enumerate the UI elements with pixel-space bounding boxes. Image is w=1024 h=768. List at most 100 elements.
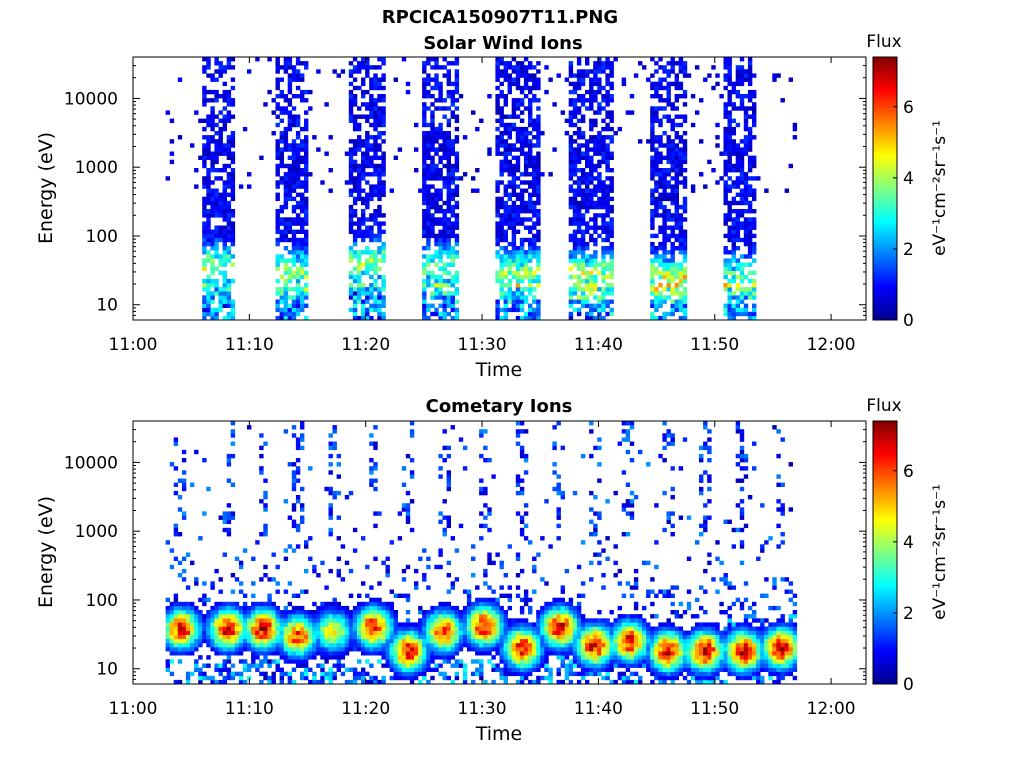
spectrogram-cell	[735, 229, 741, 234]
spectrogram-cell	[475, 638, 480, 644]
spectrogram-cell	[304, 118, 309, 123]
spectrogram-cell	[283, 589, 289, 594]
spectrogram-cell	[377, 176, 382, 181]
spectrogram-cell	[580, 217, 586, 222]
spectrogram-cell	[324, 618, 329, 623]
spectrogram-cell	[279, 667, 284, 672]
spectrogram-cell	[336, 638, 341, 644]
spectrogram-cell	[609, 209, 614, 214]
spectrogram-cell	[328, 486, 333, 492]
spectrogram-cell	[715, 135, 720, 140]
spectrogram-cell	[528, 315, 533, 321]
spectrogram-cell	[361, 610, 366, 615]
spectrogram-cell	[580, 77, 586, 82]
spectrogram-cell	[401, 626, 407, 631]
plot-frame	[132, 56, 867, 321]
spectrogram-cell	[434, 638, 439, 644]
spectrogram-cell	[532, 94, 537, 99]
spectrogram-cell	[344, 626, 350, 631]
spectrogram-cell	[735, 307, 741, 313]
spectrogram-cell	[515, 61, 521, 66]
spectrogram-cell	[670, 291, 675, 296]
spectrogram-cell	[185, 622, 191, 627]
spectrogram-cell	[287, 89, 293, 95]
spectrogram-cell	[422, 94, 427, 99]
spectrogram-cell	[418, 671, 423, 677]
spectrogram-cell	[365, 233, 370, 239]
spectrogram-cell	[735, 299, 741, 304]
spectrogram-cell	[279, 221, 284, 226]
spectrogram-cell	[523, 135, 529, 140]
spectrogram-cell	[214, 630, 219, 635]
spectrogram-cell	[454, 126, 460, 132]
spectrogram-cell	[295, 204, 301, 210]
spectrogram-cell	[605, 213, 610, 218]
spectrogram-cell	[572, 159, 578, 165]
spectrogram-cell	[719, 176, 724, 181]
spectrogram-cell	[352, 94, 358, 99]
spectrogram-cell	[361, 315, 366, 321]
spectrogram-cell	[405, 626, 411, 631]
spectrogram-cell	[552, 102, 557, 107]
spectrogram-cell	[369, 610, 374, 615]
spectrogram-cell	[295, 159, 301, 165]
spectrogram-cell	[238, 610, 244, 615]
spectrogram-cell	[389, 634, 394, 640]
spectrogram-cell	[295, 172, 301, 177]
spectrogram-cell	[499, 315, 504, 321]
spectrogram-cell	[609, 176, 614, 181]
spectrogram-cell	[682, 131, 688, 136]
spectrogram-cell	[401, 667, 407, 672]
spectrogram-cell	[422, 180, 427, 185]
spectrogram-cell	[206, 229, 211, 234]
spectrogram-cell	[674, 98, 679, 103]
spectrogram-cell	[646, 77, 651, 82]
spectrogram-cell	[674, 237, 679, 243]
spectrogram-cell	[418, 618, 423, 623]
spectrogram-cell	[275, 241, 280, 247]
spectrogram-cell	[580, 291, 586, 296]
spectrogram-cell	[251, 630, 256, 635]
spectrogram-cell	[515, 73, 521, 78]
spectrogram-cell	[414, 675, 419, 681]
spectrogram-cell	[519, 69, 525, 74]
spectrogram-cell	[430, 618, 435, 623]
spectrogram-cell	[442, 614, 447, 619]
spectrogram-cell	[263, 655, 268, 660]
spectrogram-cell	[536, 233, 541, 239]
spectrogram-cell	[194, 577, 199, 582]
spectrogram-cell	[752, 188, 757, 193]
spectrogram-cell	[373, 250, 378, 255]
spectrogram-cell	[222, 647, 227, 652]
spectrogram-cell	[332, 647, 337, 652]
spectrogram-cell	[165, 634, 170, 640]
spectrogram-cell	[181, 515, 187, 520]
spectrogram-cell	[324, 630, 329, 635]
spectrogram-cell	[703, 77, 708, 82]
spectrogram-cell	[259, 630, 264, 635]
spectrogram-cell	[405, 610, 411, 615]
spectrogram-cell	[499, 114, 504, 119]
spectrogram-cell	[275, 581, 280, 586]
spectrogram-cell	[731, 180, 736, 185]
spectrogram-cell	[735, 73, 741, 78]
spectrogram-cell	[454, 663, 460, 668]
spectrogram-cell	[601, 258, 606, 263]
spectrogram-cell	[438, 155, 443, 160]
spectrogram-cell	[373, 81, 378, 87]
spectrogram-cell	[580, 270, 586, 276]
spectrogram-cell	[300, 425, 305, 430]
spectrogram-cell	[397, 671, 403, 677]
spectrogram-cell	[576, 246, 582, 251]
spectrogram-cell	[300, 221, 305, 226]
spectrogram-cell	[202, 155, 207, 160]
spectrogram-cell	[650, 278, 655, 284]
spectrogram-cell	[361, 143, 366, 148]
spectrogram-cell	[536, 77, 541, 82]
spectrogram-cell	[670, 287, 675, 292]
spectrogram-cell	[377, 98, 382, 103]
spectrogram-cell	[743, 114, 749, 119]
spectrogram-cell	[377, 307, 382, 313]
spectrogram-cell	[515, 291, 521, 296]
spectrogram-cell	[532, 213, 537, 218]
